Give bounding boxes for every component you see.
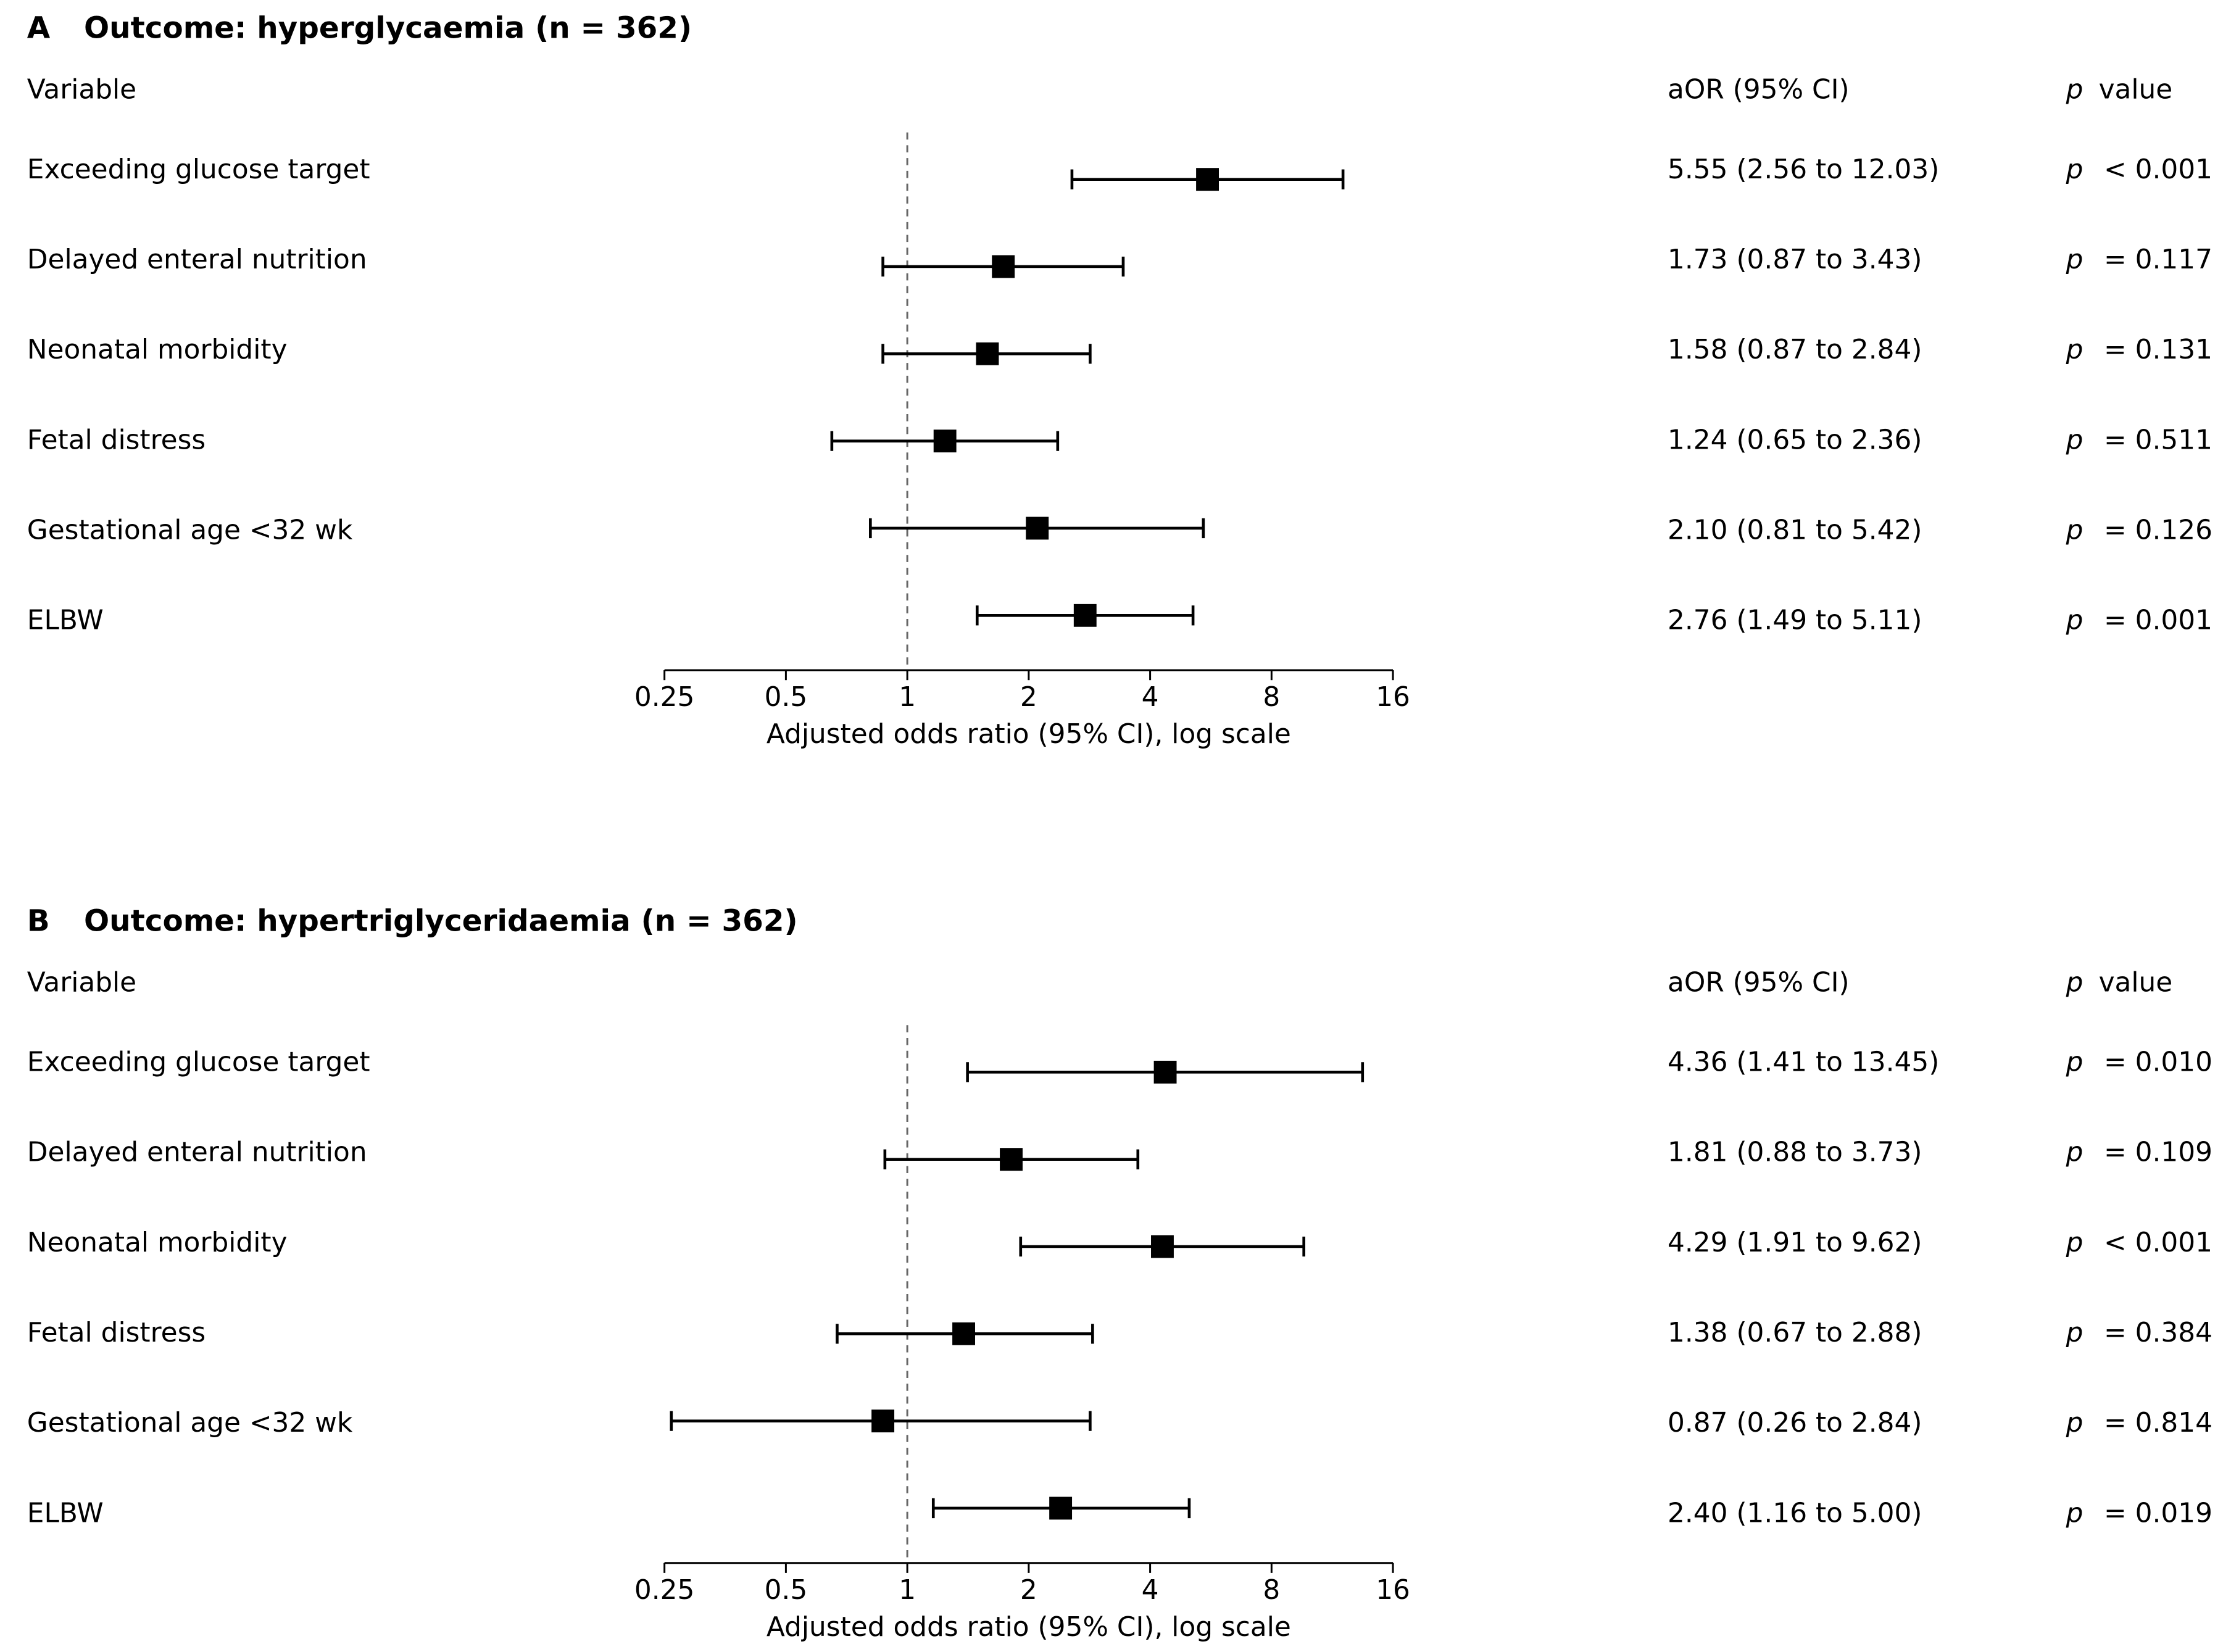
variable-label: ELBW — [27, 605, 104, 636]
panel-title: Outcome: hyperglycaemia (n = 362) — [84, 11, 692, 46]
x-tick-label: 0.25 — [634, 1574, 695, 1606]
p-symbol: p — [2066, 154, 2084, 185]
x-tick-label: 0.25 — [634, 681, 695, 713]
p-symbol: p — [2066, 1137, 2084, 1168]
point-estimate — [1073, 604, 1097, 627]
point-estimate — [1049, 1496, 1073, 1520]
x-tick-label: 8 — [1263, 1574, 1280, 1606]
header-p: value — [2099, 74, 2173, 106]
point-estimate — [1153, 1060, 1177, 1084]
p-value: = 0.117 — [2104, 244, 2212, 275]
p-symbol: p — [2066, 514, 2084, 546]
header-p-symbol: p — [2066, 966, 2084, 998]
point-estimate — [992, 255, 1015, 278]
p-symbol: p — [2066, 1497, 2084, 1529]
estimate-label: 1.73 (0.87 to 3.43) — [1668, 244, 1922, 275]
header-variable: Variable — [27, 966, 136, 998]
x-axis-label: Adjusted odds ratio (95% CI), log scale — [767, 1611, 1291, 1643]
p-symbol: p — [2066, 244, 2084, 275]
p-symbol: p — [2066, 605, 2084, 636]
estimate-label: 2.76 (1.49 to 5.11) — [1668, 605, 1922, 636]
panel-title: Outcome: hypertriglyceridaemia (n = 362) — [84, 903, 798, 938]
estimate-label: 5.55 (2.56 to 12.03) — [1668, 154, 1939, 185]
header-estimate: aOR (95% CI) — [1668, 966, 1850, 998]
p-value: = 0.126 — [2104, 514, 2212, 546]
p-symbol: p — [2066, 334, 2084, 365]
p-symbol: p — [2066, 1227, 2084, 1258]
variable-label: Exceeding glucose target — [27, 1047, 370, 1078]
variable-label: Delayed enteral nutrition — [27, 1137, 367, 1168]
p-symbol: p — [2066, 1317, 2084, 1348]
variable-label: Neonatal morbidity — [27, 334, 288, 365]
estimate-label: 1.38 (0.67 to 2.88) — [1668, 1317, 1922, 1348]
point-estimate — [1151, 1235, 1174, 1258]
x-tick-label: 4 — [1142, 1574, 1159, 1606]
variable-label: Neonatal morbidity — [27, 1227, 288, 1258]
variable-label: Gestational age <32 wk — [27, 514, 353, 546]
estimate-label: 1.58 (0.87 to 2.84) — [1668, 334, 1922, 365]
p-symbol: p — [2066, 1047, 2084, 1078]
estimate-label: 4.36 (1.41 to 13.45) — [1668, 1047, 1939, 1078]
variable-label: ELBW — [27, 1497, 104, 1529]
x-tick-label: 16 — [1376, 681, 1410, 713]
x-tick-label: 2 — [1020, 1574, 1037, 1606]
x-tick-label: 1 — [899, 681, 916, 713]
point-estimate — [871, 1409, 895, 1433]
variable-label: Fetal distress — [27, 424, 206, 455]
x-tick-label: 1 — [899, 1574, 916, 1606]
p-value: = 0.814 — [2104, 1407, 2212, 1438]
variable-label: Exceeding glucose target — [27, 154, 370, 185]
x-axis-label: Adjusted odds ratio (95% CI), log scale — [767, 718, 1291, 750]
x-tick-label: 0.5 — [765, 1574, 808, 1606]
p-value: = 0.010 — [2104, 1047, 2212, 1078]
variable-label: Gestational age <32 wk — [27, 1407, 353, 1438]
estimate-label: 2.10 (0.81 to 5.42) — [1668, 514, 1922, 546]
estimate-label: 1.24 (0.65 to 2.36) — [1668, 424, 1922, 455]
variable-label: Delayed enteral nutrition — [27, 244, 367, 275]
x-tick-label: 0.5 — [765, 681, 808, 713]
header-p: value — [2099, 966, 2173, 998]
point-estimate — [1196, 168, 1219, 191]
p-value: = 0.511 — [2104, 424, 2212, 455]
estimate-label: 4.29 (1.91 to 9.62) — [1668, 1227, 1922, 1258]
p-value: = 0.384 — [2104, 1317, 2212, 1348]
panel-label: A — [27, 11, 51, 46]
p-value: = 0.001 — [2104, 605, 2212, 636]
p-value: < 0.001 — [2104, 154, 2212, 185]
variable-label: Fetal distress — [27, 1317, 206, 1348]
x-tick-label: 2 — [1020, 681, 1037, 713]
point-estimate — [1026, 517, 1049, 540]
p-value: < 0.001 — [2104, 1227, 2212, 1258]
x-tick-label: 16 — [1376, 1574, 1410, 1606]
p-value: = 0.131 — [2104, 334, 2212, 365]
x-tick-label: 8 — [1263, 681, 1280, 713]
p-value: = 0.019 — [2104, 1497, 2212, 1529]
p-value: = 0.109 — [2104, 1137, 2212, 1168]
x-tick-label: 4 — [1142, 681, 1159, 713]
p-symbol: p — [2066, 424, 2084, 455]
estimate-label: 0.87 (0.26 to 2.84) — [1668, 1407, 1922, 1438]
point-estimate — [952, 1322, 975, 1345]
point-estimate — [933, 430, 957, 453]
point-estimate — [976, 342, 999, 365]
estimate-label: 2.40 (1.16 to 5.00) — [1668, 1497, 1922, 1529]
panel-label: B — [27, 903, 50, 938]
p-symbol: p — [2066, 1407, 2084, 1438]
header-p-symbol: p — [2066, 74, 2084, 106]
header-estimate: aOR (95% CI) — [1668, 74, 1850, 106]
point-estimate — [1000, 1148, 1023, 1171]
estimate-label: 1.81 (0.88 to 3.73) — [1668, 1137, 1922, 1168]
header-variable: Variable — [27, 74, 136, 106]
